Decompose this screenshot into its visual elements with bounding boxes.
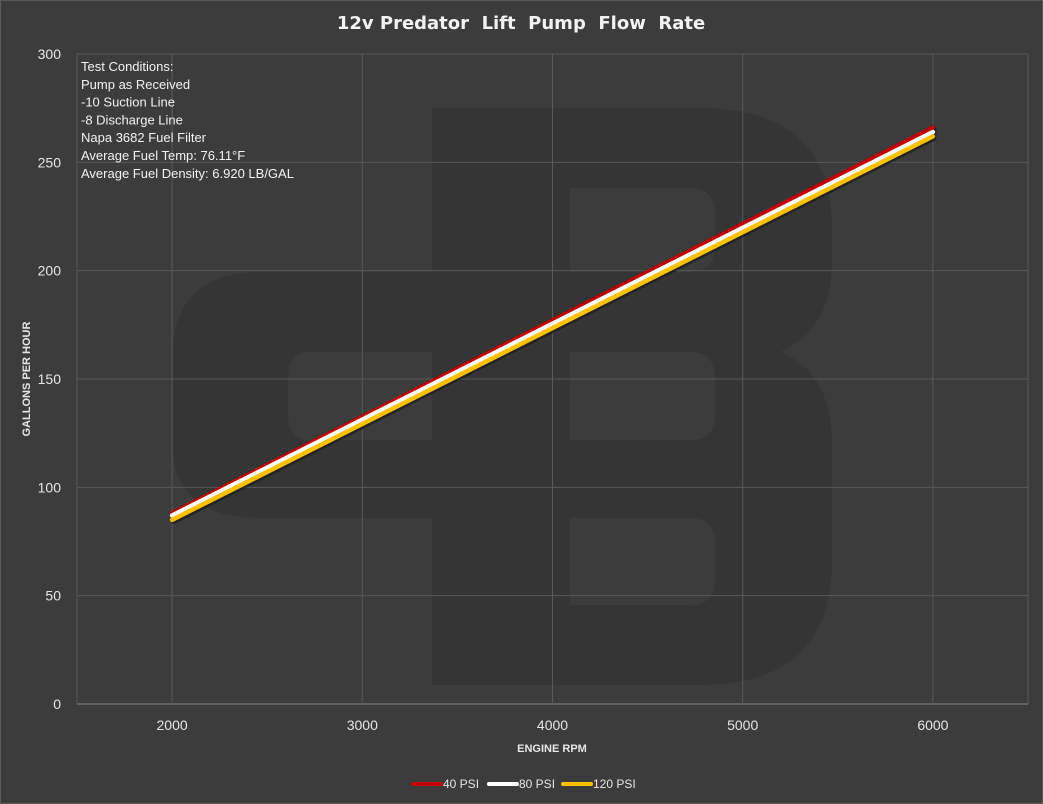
y-tick-label: 50: [45, 588, 61, 604]
annotation-line: Test Conditions:: [81, 59, 174, 74]
series-line-120-psi: [169, 134, 936, 523]
series-line-40-psi: [169, 125, 936, 516]
y-tick-label: 150: [38, 371, 62, 387]
x-tick-label: 5000: [727, 717, 758, 733]
legend-label: 120 PSI: [593, 777, 636, 791]
legend-label: 80 PSI: [519, 777, 555, 791]
x-tick-label: 4000: [537, 717, 568, 733]
series-shadow: [171, 136, 937, 525]
y-tick-label: 300: [38, 46, 62, 62]
y-axis-label: GALLONS PER HOUR: [21, 322, 33, 437]
y-tick-label: 250: [38, 154, 62, 170]
axes-text: 0 50 100 150 200 250 300 2000 3000 4000 5000 6000: [38, 46, 949, 733]
x-tick-label: 3000: [347, 717, 378, 733]
y-tick-label: 0: [53, 696, 61, 712]
series-line-80-psi: [169, 129, 936, 518]
y-tick-label: 100: [38, 479, 62, 495]
annotation-line: Average Fuel Density: 6.920 LB/GAL: [81, 166, 294, 181]
annotation-line: Napa 3682 Fuel Filter: [81, 130, 207, 145]
x-tick-label: 2000: [157, 717, 188, 733]
y-tick-label: 200: [38, 263, 62, 279]
annotation-line: Average Fuel Temp: 76.11°F: [81, 148, 245, 163]
test-conditions-annotation: Test Conditions: Pump as Received -10 Suct…: [81, 59, 294, 181]
legend-label: 40 PSI: [443, 777, 479, 791]
watermark-logo: [172, 108, 832, 685]
chart-title: 12v Predator Lift Pump Flow Rate: [337, 13, 705, 34]
annotation-line: -10 Suction Line: [81, 95, 175, 110]
legend: 40 PSI 80 PSI 120 PSI: [411, 777, 636, 791]
series-layer: [169, 125, 937, 525]
annotation-line: -8 Discharge Line: [81, 112, 183, 127]
x-axis-label: ENGINE RPM: [517, 743, 587, 755]
x-tick-label: 6000: [917, 717, 948, 733]
annotation-line: Pump as Received: [81, 77, 190, 92]
